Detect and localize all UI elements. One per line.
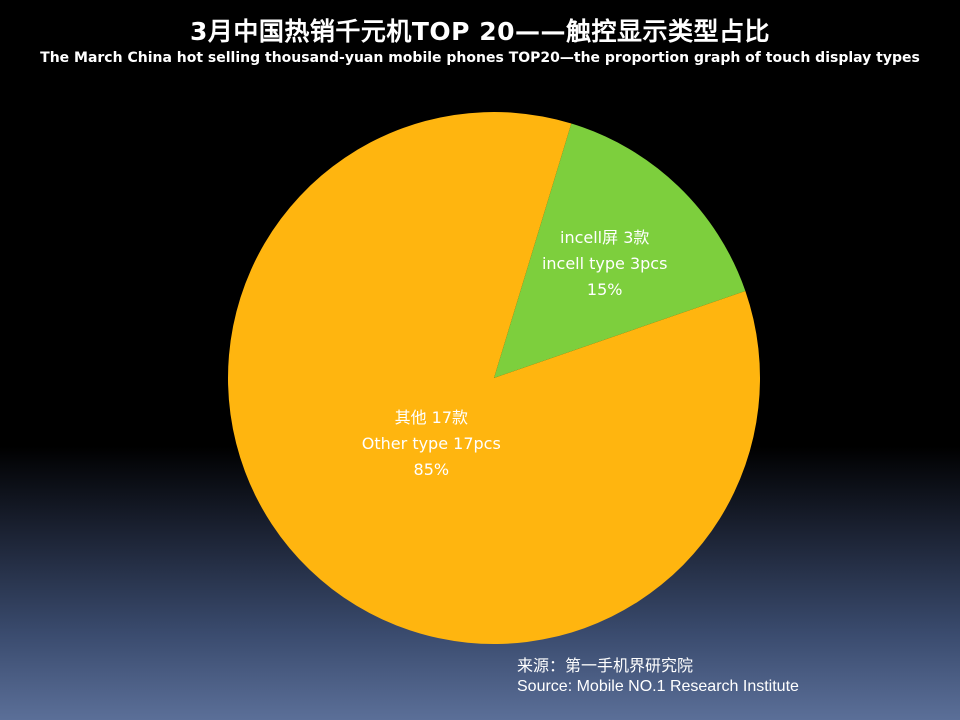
chart-subtitle: The March China hot selling thousand-yua… — [40, 50, 920, 66]
pie-label-other-line-3: 85% — [414, 460, 450, 479]
source-line-en: Source: Mobile NO.1 Research Institute — [517, 678, 799, 695]
chart-title: 3月中国热销千元机TOP 20——触控显示类型占比 — [189, 17, 771, 46]
source-note: 来源：第一手机界研究院 Source: Mobile NO.1 Research… — [517, 657, 799, 697]
pie-label-incell-line-2: incell type 3pcs — [542, 254, 668, 273]
pie-label-incell-line-1: incell屏 3款 — [560, 228, 649, 247]
pie-label-other-line-2: Other type 17pcs — [362, 434, 501, 453]
source-line-cn: 来源：第一手机界研究院 — [517, 658, 694, 675]
pie-slice-incell — [494, 123, 746, 379]
pie-label-incell-line-3: 15% — [587, 280, 623, 299]
pie-label-incell: incell屏 3款 incell type 3pcs 15% — [542, 228, 668, 299]
pie-slices — [228, 112, 761, 645]
pie-label-other: 其他 17款 Other type 17pcs 85% — [362, 408, 501, 479]
pie-label-other-line-1: 其他 17款 — [395, 408, 468, 427]
pie-slice-other — [228, 112, 761, 645]
pie-labels: incell屏 3款 incell type 3pcs 15% 其他 17款 Other… — [362, 228, 668, 479]
